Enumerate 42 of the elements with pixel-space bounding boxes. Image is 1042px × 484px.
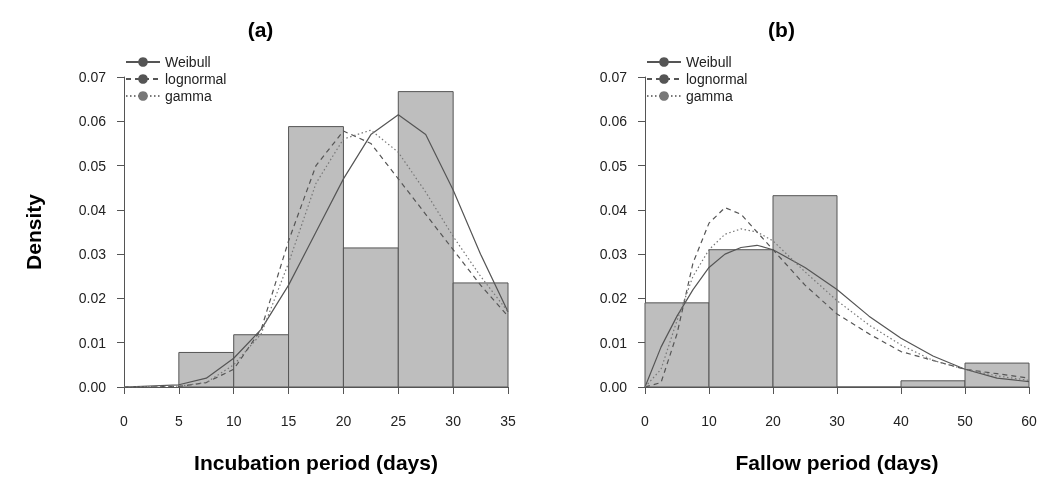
x-axis-title: Incubation period (days) <box>194 451 438 474</box>
y-tick-label: 0.04 <box>78 201 107 218</box>
x-tick-label: 30 <box>445 413 462 429</box>
legend-label: gamma <box>165 88 212 104</box>
legend-label: lognormal <box>165 71 227 87</box>
y-tick-label: 0.05 <box>78 157 107 174</box>
x-tick-label: 5 <box>174 413 183 429</box>
y-tick-label: 0.01 <box>78 334 107 351</box>
y-tick-label: 0.04 <box>599 201 628 218</box>
x-tick-label: 10 <box>701 413 717 429</box>
y-tick-label: 0.00 <box>78 379 107 395</box>
y-tick-label: 0.00 <box>599 379 628 395</box>
y-tick-label: 0.06 <box>599 113 628 130</box>
y-tick-label: 0.03 <box>78 246 107 263</box>
y-tick-label: 0.01 <box>599 334 628 351</box>
y-tick-label: 0.05 <box>599 157 628 174</box>
x-tick-label: 50 <box>957 413 973 429</box>
x-tick-label: 30 <box>829 413 845 429</box>
x-tick-label: 35 <box>500 413 516 429</box>
legend-label: Weibull <box>686 54 732 70</box>
y-tick-label: 0.06 <box>78 113 107 130</box>
x-tick-label: 60 <box>1021 413 1037 429</box>
y-axis-title: Density <box>22 193 45 270</box>
x-tick-label: 40 <box>893 413 909 429</box>
x-tick-label: 20 <box>765 413 781 429</box>
legend-label: gamma <box>686 88 733 104</box>
x-tick-label: 0 <box>120 413 129 429</box>
legend-label: Weibull <box>165 54 211 70</box>
y-tick-label: 0.02 <box>599 290 628 307</box>
x-tick-label: 0 <box>641 413 650 429</box>
y-tick-label: 0.07 <box>78 69 107 85</box>
chart-title: (b) <box>768 18 795 41</box>
legend-label: lognormal <box>686 71 748 87</box>
x-tick-label: 10 <box>225 413 242 429</box>
y-tick-label: 0.02 <box>78 290 107 307</box>
x-tick-label: 20 <box>335 413 352 429</box>
x-tick-label: 15 <box>280 413 297 429</box>
x-tick-label: 25 <box>390 413 407 429</box>
chart-title: (a) <box>247 18 274 41</box>
y-tick-label: 0.03 <box>599 246 628 263</box>
y-tick-label: 0.07 <box>599 69 628 85</box>
x-axis-title: Fallow period (days) <box>735 451 939 474</box>
